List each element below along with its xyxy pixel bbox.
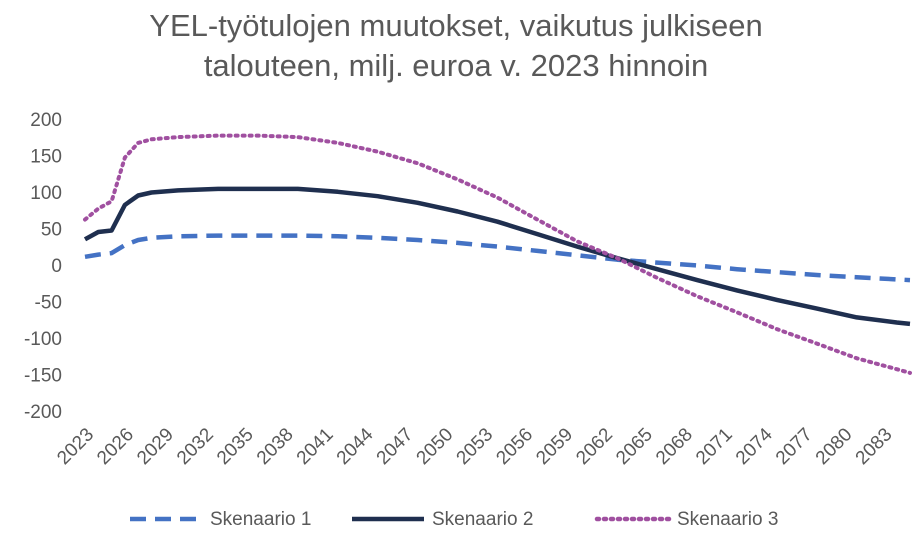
x-tick-label: 2035 — [213, 424, 258, 469]
x-tick-label: 2080 — [812, 424, 857, 469]
y-tick-label: -100 — [24, 329, 62, 350]
y-tick-label: 0 — [51, 256, 62, 277]
legend-label: Skenaario 1 — [210, 509, 311, 530]
x-tick-label: 2041 — [293, 424, 338, 469]
legend-label: Skenaario 2 — [432, 509, 533, 530]
x-tick-label: 2059 — [532, 424, 577, 469]
y-tick-label: -50 — [35, 293, 62, 314]
y-tick-label: -150 — [24, 366, 62, 387]
series-line — [83, 133, 912, 375]
y-tick-label: -200 — [24, 402, 62, 423]
x-tick-label: 2053 — [453, 424, 498, 469]
series-line — [83, 186, 911, 327]
x-tick-label: 2071 — [692, 424, 737, 469]
y-tick-label: 200 — [30, 110, 62, 131]
x-tick-label: 2056 — [492, 424, 537, 469]
y-tick-label: 100 — [30, 183, 62, 204]
x-tick-label: 2074 — [732, 424, 777, 469]
legend-label: Skenaario 3 — [677, 509, 778, 530]
x-tick-label: 2047 — [373, 424, 418, 469]
x-tick-label: 2083 — [852, 424, 897, 469]
x-tick-label: 2029 — [133, 424, 178, 469]
x-tick-label: 2023 — [53, 424, 98, 469]
chart-title: YEL-työtulojen muutokset, vaikutus julki… — [149, 8, 763, 83]
x-tick-label: 2044 — [333, 424, 378, 469]
x-tick-label: 2026 — [93, 424, 138, 469]
x-tick-label: 2032 — [173, 424, 218, 469]
x-tick-label: 2038 — [253, 424, 298, 469]
x-tick-label: 2065 — [612, 424, 657, 469]
x-tick-label: 2077 — [772, 424, 817, 469]
series-line — [84, 233, 911, 283]
y-tick-label: 50 — [41, 220, 62, 241]
x-tick-label: 2050 — [413, 424, 458, 469]
x-tick-label: 2062 — [572, 424, 617, 469]
x-tick-label: 2068 — [652, 424, 697, 469]
y-tick-label: 150 — [30, 147, 62, 168]
